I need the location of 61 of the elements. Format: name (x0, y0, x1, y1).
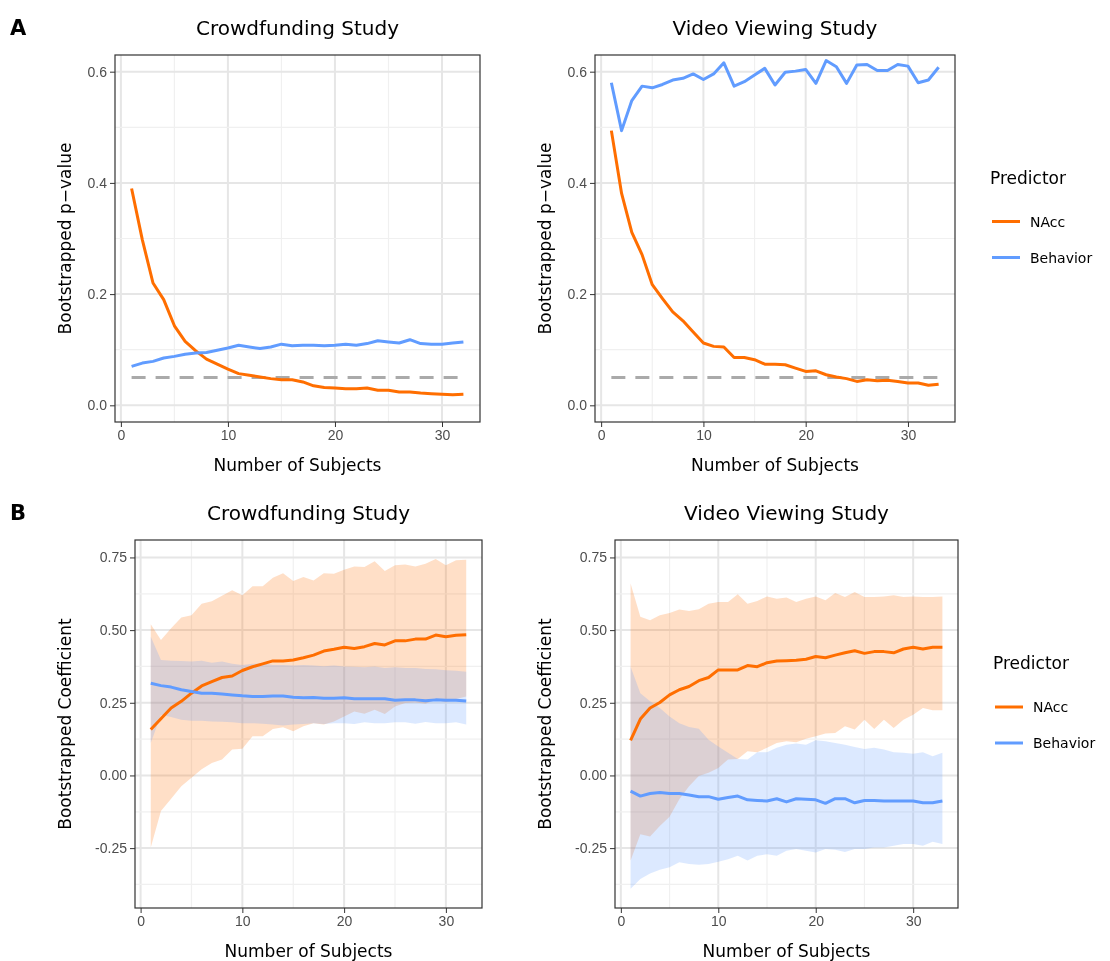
chart-title: Video Viewing Study (672, 16, 878, 40)
y-tick-label: 0.75 (99, 549, 128, 566)
y-axis-title: Bootstrapped p−value (55, 142, 75, 335)
y-tick-label: 0.6 (567, 63, 588, 80)
x-tick-label: 10 (235, 912, 251, 929)
text: A (10, 16, 27, 40)
y-tick-label: 0.00 (99, 767, 128, 784)
y-tick-label: 0.25 (99, 694, 128, 711)
x-axis-title: Number of Subjects (224, 941, 393, 961)
x-tick-label: 20 (327, 426, 344, 443)
y-tick-label: -0.25 (575, 840, 608, 857)
legend-title: Predictor (993, 653, 1069, 673)
y-tick-label: 0.2 (87, 286, 108, 303)
y-tick-label: 0.6 (87, 63, 108, 80)
x-tick-label: 30 (900, 426, 917, 443)
y-tick-label: 0.0 (87, 397, 108, 414)
chart-title: Crowdfunding Study (206, 501, 411, 525)
chart-title: Video Viewing Study (684, 501, 890, 525)
y-tick-label: 0.00 (579, 767, 608, 784)
x-tick-label: 30 (905, 912, 922, 929)
line-series (130, 338, 465, 368)
x-tick-label: 10 (711, 912, 727, 929)
x-tick-label: 20 (798, 426, 815, 443)
y-tick-label: 0.4 (87, 174, 108, 191)
legend-title: Predictor (990, 167, 1066, 188)
x-tick-label: 20 (808, 912, 825, 929)
x-tick-label: 10 (696, 426, 712, 443)
y-tick-label: 0.0 (567, 397, 588, 414)
line-series (149, 681, 468, 703)
line-series (609, 59, 941, 133)
line-series (629, 789, 944, 805)
x-axis-title: Number of Subjects (691, 455, 860, 475)
x-tick-label: 30 (438, 912, 455, 929)
chart-title: Crowdfunding Study (195, 16, 400, 40)
x-tick-label: 0 (617, 912, 626, 929)
legend-label: NAcc (1033, 699, 1069, 715)
y-tick-label: 0.50 (579, 622, 608, 639)
y-tick-label: 0.75 (579, 549, 608, 566)
y-tick-label: 0.25 (579, 694, 608, 711)
x-axis-title: Number of Subjects (213, 455, 382, 475)
legend-label: Behavior (1030, 249, 1093, 266)
y-tick-label: 0.2 (567, 286, 588, 303)
x-tick-label: 0 (137, 912, 146, 929)
x-tick-label: 10 (220, 426, 237, 443)
line-series (629, 645, 944, 742)
y-axis-title: Bootstrapped Coefficient (535, 617, 555, 830)
line-series (609, 129, 941, 387)
y-axis-title: Bootstrapped p−value (535, 142, 555, 335)
text: B (10, 501, 27, 525)
line-series (130, 186, 465, 397)
y-tick-label: 0.50 (99, 622, 128, 639)
x-tick-label: 30 (434, 426, 451, 443)
x-tick-label: 0 (117, 426, 126, 443)
x-axis-title: Number of Subjects (702, 941, 871, 961)
x-tick-label: 0 (597, 426, 606, 443)
y-axis-title: Bootstrapped Coefficient (55, 617, 75, 830)
legend-label: Behavior (1033, 735, 1096, 751)
y-tick-label: 0.4 (567, 174, 588, 191)
y-tick-label: -0.25 (95, 840, 128, 857)
x-tick-label: 20 (336, 912, 353, 929)
legend-label: NAcc (1030, 213, 1066, 230)
